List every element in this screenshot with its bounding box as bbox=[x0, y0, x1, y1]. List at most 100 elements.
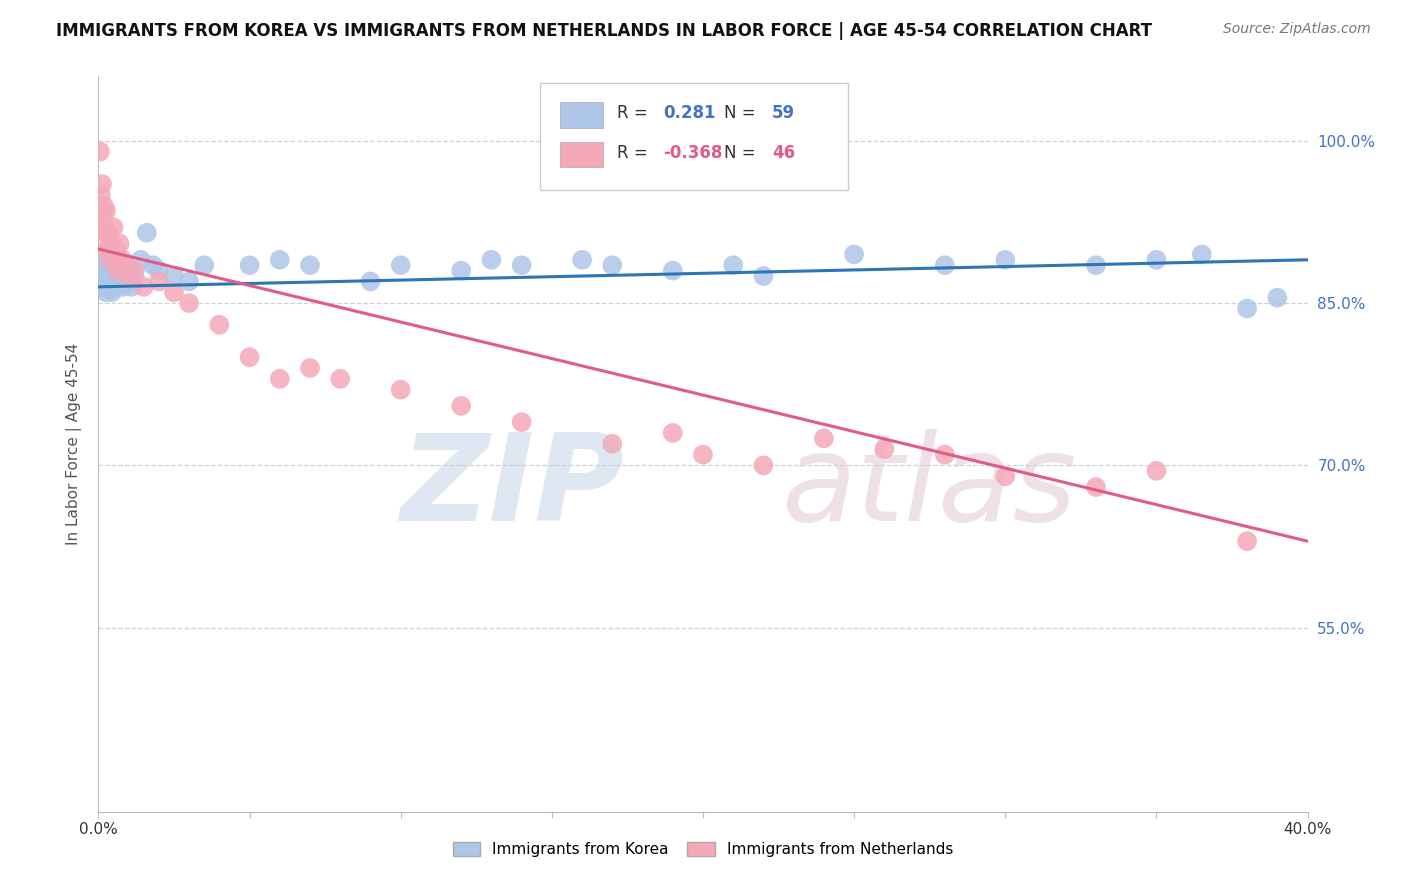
Text: Source: ZipAtlas.com: Source: ZipAtlas.com bbox=[1223, 22, 1371, 37]
Y-axis label: In Labor Force | Age 45-54: In Labor Force | Age 45-54 bbox=[66, 343, 83, 545]
Point bbox=[450, 263, 472, 277]
Point bbox=[90, 215, 112, 229]
Point bbox=[692, 448, 714, 462]
Point bbox=[89, 145, 111, 159]
Point bbox=[93, 280, 115, 294]
Point bbox=[107, 263, 129, 277]
Point bbox=[124, 268, 146, 283]
Point bbox=[121, 280, 143, 294]
Point bbox=[105, 268, 128, 283]
Point bbox=[752, 458, 775, 473]
Point bbox=[118, 263, 141, 277]
Point bbox=[1085, 480, 1108, 494]
Point bbox=[100, 275, 122, 289]
Point bbox=[101, 285, 124, 300]
Point bbox=[844, 247, 866, 261]
Point bbox=[934, 258, 956, 272]
Point bbox=[100, 252, 122, 267]
Point bbox=[98, 263, 121, 277]
Point bbox=[108, 236, 131, 251]
Point bbox=[110, 263, 132, 277]
Point bbox=[299, 258, 322, 272]
Point bbox=[94, 204, 117, 219]
Point bbox=[602, 258, 624, 272]
Text: R =: R = bbox=[617, 104, 654, 122]
Text: ZIP: ZIP bbox=[401, 429, 624, 547]
Point bbox=[100, 258, 122, 272]
Text: 59: 59 bbox=[772, 104, 794, 122]
Point bbox=[96, 242, 118, 256]
Point bbox=[994, 469, 1017, 483]
Point bbox=[1146, 464, 1168, 478]
Point bbox=[97, 268, 120, 283]
Point bbox=[661, 263, 683, 277]
Point bbox=[179, 275, 201, 289]
Point bbox=[91, 204, 114, 219]
Text: 46: 46 bbox=[772, 145, 794, 162]
Text: -0.368: -0.368 bbox=[664, 145, 723, 162]
Point bbox=[481, 252, 503, 267]
Point bbox=[90, 280, 112, 294]
Point bbox=[93, 258, 115, 272]
Point bbox=[114, 258, 136, 272]
Point bbox=[96, 226, 118, 240]
Point bbox=[105, 247, 128, 261]
Point bbox=[132, 280, 155, 294]
Point bbox=[91, 252, 114, 267]
Point bbox=[98, 242, 121, 256]
Point bbox=[93, 199, 115, 213]
Point bbox=[129, 252, 152, 267]
Point bbox=[107, 252, 129, 267]
Point bbox=[111, 252, 134, 267]
Point bbox=[329, 372, 352, 386]
Point bbox=[1085, 258, 1108, 272]
Point bbox=[239, 350, 262, 364]
Point bbox=[360, 275, 382, 289]
Point bbox=[118, 268, 141, 283]
Point bbox=[163, 285, 186, 300]
Point bbox=[112, 275, 135, 289]
Point bbox=[104, 280, 127, 294]
Point bbox=[96, 252, 118, 267]
FancyBboxPatch shape bbox=[540, 83, 848, 190]
FancyBboxPatch shape bbox=[561, 142, 603, 168]
Point bbox=[873, 442, 896, 457]
Point bbox=[723, 258, 745, 272]
Point bbox=[91, 177, 114, 191]
Point bbox=[299, 361, 322, 376]
Text: N =: N = bbox=[724, 145, 761, 162]
Point bbox=[813, 431, 835, 445]
Point bbox=[1191, 247, 1213, 261]
Point bbox=[115, 275, 138, 289]
Text: N =: N = bbox=[724, 104, 761, 122]
Legend: Immigrants from Korea, Immigrants from Netherlands: Immigrants from Korea, Immigrants from N… bbox=[453, 842, 953, 857]
Point bbox=[661, 425, 683, 440]
Point bbox=[103, 220, 125, 235]
Point bbox=[208, 318, 231, 332]
Point bbox=[108, 275, 131, 289]
Point bbox=[450, 399, 472, 413]
Text: R =: R = bbox=[617, 145, 654, 162]
FancyBboxPatch shape bbox=[561, 102, 603, 128]
Point bbox=[89, 268, 111, 283]
Point bbox=[148, 275, 170, 289]
Point bbox=[96, 268, 118, 283]
Text: atlas: atlas bbox=[782, 429, 1077, 547]
Point bbox=[193, 258, 215, 272]
Point bbox=[90, 187, 112, 202]
Point bbox=[389, 383, 412, 397]
Point bbox=[114, 258, 136, 272]
Point bbox=[1236, 534, 1258, 549]
Text: IMMIGRANTS FROM KOREA VS IMMIGRANTS FROM NETHERLANDS IN LABOR FORCE | AGE 45-54 : IMMIGRANTS FROM KOREA VS IMMIGRANTS FROM… bbox=[56, 22, 1153, 40]
Point bbox=[389, 258, 412, 272]
Point bbox=[571, 252, 593, 267]
Point bbox=[239, 258, 262, 272]
Point bbox=[994, 252, 1017, 267]
Point bbox=[93, 226, 115, 240]
Point bbox=[934, 448, 956, 462]
Point bbox=[94, 220, 117, 235]
Point bbox=[101, 236, 124, 251]
Point bbox=[1267, 291, 1289, 305]
Point bbox=[1146, 252, 1168, 267]
Point bbox=[269, 252, 291, 267]
